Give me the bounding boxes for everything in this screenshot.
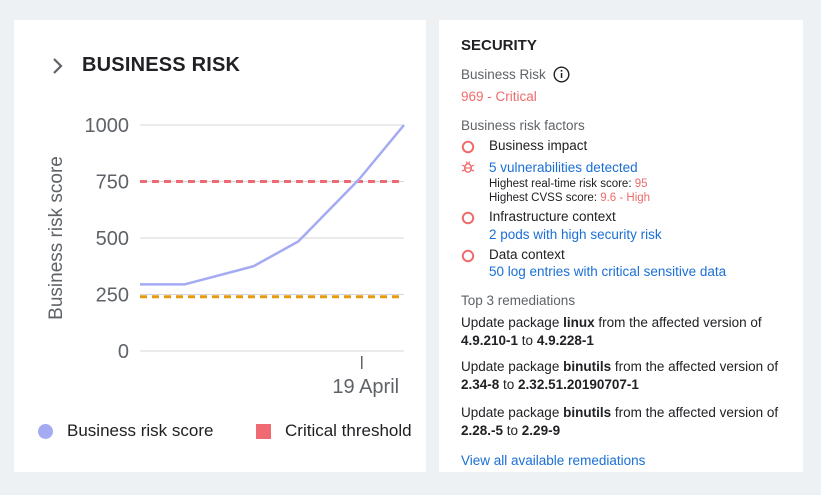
business-risk-title: BUSINESS RISK bbox=[82, 54, 241, 76]
view-all-remediations-link[interactable]: View all available remediations bbox=[461, 453, 646, 468]
vulnerabilities-link[interactable]: 5 vulnerabilities detected bbox=[489, 160, 638, 175]
factors-heading: Business risk factors bbox=[461, 118, 585, 133]
circle-alert-icon bbox=[461, 249, 475, 263]
y-tick-label: 250 bbox=[96, 285, 129, 307]
remediation-to-word: to bbox=[518, 333, 537, 348]
risk-score-line bbox=[140, 124, 405, 286]
y-axis-label: Business risk score bbox=[46, 156, 67, 320]
legend-dot-business-risk-score bbox=[38, 423, 53, 439]
business-risk-label-row: Business Risk bbox=[461, 66, 570, 83]
remediation-to-word: to bbox=[503, 423, 522, 438]
remediation-from-version: 4.9.210-1 bbox=[461, 333, 519, 348]
remediation-prefix: Update package bbox=[461, 315, 564, 330]
remediation-from-version: 2.34-8 bbox=[461, 377, 500, 392]
infrastructure-context-label: Infrastructure context bbox=[489, 209, 616, 224]
remediations-heading: Top 3 remediations bbox=[461, 293, 576, 308]
cvss-label: Highest CVSS score: bbox=[489, 192, 601, 204]
circle-alert-icon bbox=[461, 140, 475, 154]
x-tick-label: 19 April bbox=[332, 376, 399, 398]
risk-separator: - bbox=[483, 89, 496, 104]
y-tick-label: 750 bbox=[96, 172, 129, 194]
remediation-item: Update package binutils from the affecte… bbox=[461, 358, 801, 394]
chevron-right-icon[interactable] bbox=[48, 56, 68, 76]
info-icon[interactable] bbox=[553, 66, 570, 83]
realtime-risk-score: Highest real-time risk score: 95 bbox=[489, 178, 648, 190]
security-title: SECURITY bbox=[461, 37, 537, 54]
realtime-risk-value: 95 bbox=[634, 178, 648, 190]
risk-score: 969 bbox=[461, 89, 484, 104]
remediation-middle: from the affected version of bbox=[611, 359, 779, 374]
bug-icon bbox=[461, 161, 475, 173]
business-risk-card: BUSINESS RISK 0 250 500 750 1000 Business ris… bbox=[14, 20, 426, 472]
highest-cvss-score: Highest CVSS score: 9.6 - High bbox=[489, 192, 650, 204]
business-impact-label: Business impact bbox=[489, 138, 588, 153]
business-risk-value: 969 - Critical bbox=[461, 89, 537, 104]
remediation-prefix: Update package bbox=[461, 405, 564, 420]
business-risk-label: Business Risk bbox=[461, 67, 546, 82]
pods-risk-link[interactable]: 2 pods with high security risk bbox=[489, 227, 662, 242]
remediation-package: binutils bbox=[563, 405, 612, 420]
remediation-middle: from the affected version of bbox=[594, 315, 762, 330]
remediation-item: Update package binutils from the affecte… bbox=[461, 404, 801, 440]
y-tick-label: 1000 bbox=[85, 115, 130, 137]
remediation-to-word: to bbox=[499, 377, 519, 392]
legend-label-business-risk-score: Business risk score bbox=[67, 421, 214, 440]
remediation-prefix: Update package bbox=[461, 359, 564, 374]
legend-item-business-risk-score[interactable]: Business risk score bbox=[38, 420, 213, 442]
y-tick-label: 0 bbox=[118, 341, 129, 363]
legend-square-critical-threshold bbox=[256, 423, 271, 439]
realtime-risk-label: Highest real-time risk score: bbox=[489, 178, 635, 190]
y-tick-label: 500 bbox=[96, 228, 129, 250]
data-context-label: Data context bbox=[489, 247, 565, 262]
remediation-to-version: 2.32.51.20190707-1 bbox=[518, 377, 639, 392]
remediation-package: binutils bbox=[563, 359, 612, 374]
remediation-to-version: 4.9.228-1 bbox=[536, 333, 594, 348]
cvss-value: 9.6 - High bbox=[600, 192, 651, 204]
remediation-to-version: 2.29-9 bbox=[521, 423, 561, 438]
circle-alert-icon bbox=[461, 211, 475, 225]
risk-level: Critical bbox=[495, 89, 537, 104]
remediation-package: linux bbox=[563, 315, 595, 330]
remediation-from-version: 2.28.-5 bbox=[461, 423, 504, 438]
log-entries-link[interactable]: 50 log entries with critical sensitive d… bbox=[489, 264, 727, 279]
legend-item-critical-threshold[interactable]: Critical threshold bbox=[256, 420, 412, 442]
remediation-middle: from the affected version of bbox=[611, 405, 779, 420]
remediation-item: Update package linux from the affected v… bbox=[461, 314, 801, 350]
legend-label-critical-threshold: Critical threshold bbox=[285, 421, 412, 440]
security-panel: SECURITY Business Risk 969 - Critical Bu… bbox=[439, 20, 803, 472]
business-risk-chart: 0 250 500 750 1000 Business risk score 19 Apri… bbox=[46, 115, 405, 398]
